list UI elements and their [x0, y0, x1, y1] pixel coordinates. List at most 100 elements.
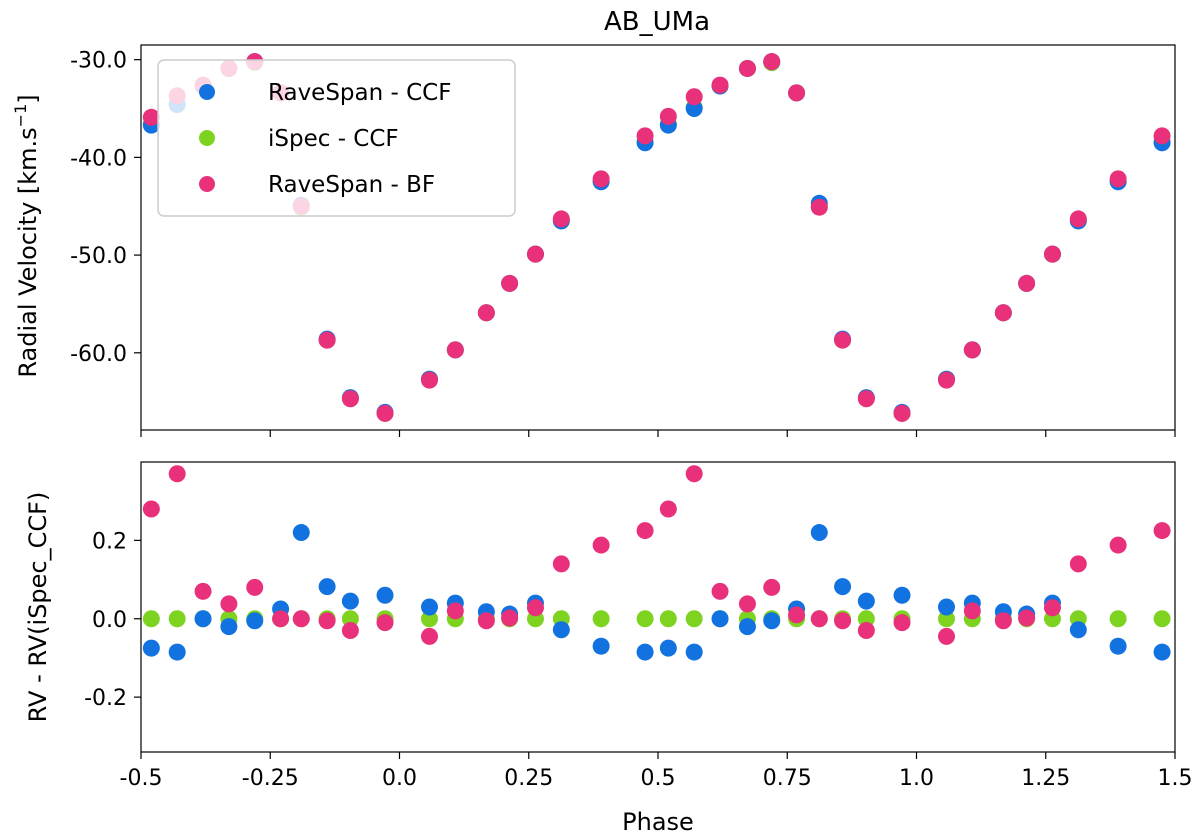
top-point-ravespan-bf	[501, 274, 519, 292]
bottom-point-ispec-ccf	[857, 610, 875, 628]
bottom-data-points	[142, 465, 1171, 661]
bottom-point-ravespan-ccf	[937, 598, 955, 616]
top-point-ravespan-bf	[552, 210, 570, 228]
top-point-ravespan-bf	[142, 108, 160, 126]
bottom-point-ispec-ccf	[1153, 610, 1171, 628]
bottom-point-ravespan-bf	[711, 582, 729, 600]
top-y-tick-label: -60.0	[70, 342, 127, 367]
bottom-point-ravespan-bf	[1069, 555, 1087, 573]
legend-frame	[157, 59, 516, 217]
bottom-point-ravespan-ccf	[810, 524, 828, 542]
bottom-point-ravespan-bf	[685, 465, 703, 483]
bottom-point-ravespan-bf	[893, 614, 911, 632]
top-point-ravespan-bf	[341, 390, 359, 408]
x-tick-label: 1.0	[899, 766, 934, 791]
bottom-point-ravespan-ccf	[552, 621, 570, 639]
x-tick-label: 1.5	[1158, 766, 1193, 791]
top-point-ravespan-bf	[738, 59, 756, 77]
bottom-point-ravespan-bf	[994, 612, 1012, 630]
top-point-ravespan-bf	[963, 341, 981, 359]
top-point-ravespan-bf	[857, 390, 875, 408]
top-point-ravespan-bf	[1153, 127, 1171, 145]
bottom-point-ravespan-ccf	[711, 610, 729, 628]
legend-label-ravespan-ccf: RaveSpan - CCF	[268, 80, 451, 106]
bottom-point-ispec-ccf	[341, 610, 359, 628]
chart-title: AB_UMa	[604, 7, 710, 37]
bottom-point-ravespan-ccf	[592, 637, 610, 655]
x-tick-label: 0.75	[763, 766, 812, 791]
bottom-point-ravespan-ccf	[142, 639, 160, 657]
bottom-point-ravespan-bf	[1043, 599, 1061, 617]
bottom-point-ravespan-bf	[834, 612, 852, 630]
top-point-ravespan-bf	[318, 331, 336, 349]
bottom-point-ravespan-bf	[592, 536, 610, 554]
bottom-point-ravespan-bf	[963, 602, 981, 620]
legend: RaveSpan - CCF iSpec - CCF RaveSpan - BF	[157, 59, 516, 217]
bottom-point-ravespan-ccf	[194, 610, 212, 628]
top-point-ravespan-bf	[636, 127, 654, 145]
bottom-point-ravespan-bf	[501, 609, 519, 627]
top-point-ravespan-bf	[659, 107, 677, 125]
top-point-ravespan-bf	[994, 304, 1012, 322]
bottom-y-tick-label: 0.2	[92, 529, 127, 554]
bottom-point-ravespan-bf	[738, 595, 756, 613]
top-y-axis-label: Radial Velocity [km.s−1]	[11, 94, 42, 377]
bottom-point-ravespan-bf	[636, 522, 654, 540]
bottom-point-ravespan-bf	[272, 610, 290, 628]
bottom-point-ravespan-ccf	[1109, 637, 1127, 655]
top-y-tick-label: -30.0	[70, 49, 127, 74]
bottom-point-ravespan-ccf	[857, 592, 875, 610]
bottom-point-ispec-ccf	[420, 610, 438, 628]
top-point-ravespan-bf	[937, 371, 955, 389]
bottom-plot-frame	[140, 461, 1176, 753]
x-tick-label: 1.25	[1021, 766, 1070, 791]
x-tick-label: 0.25	[504, 766, 553, 791]
bottom-point-ravespan-bf	[420, 627, 438, 645]
top-point-ravespan-bf	[376, 404, 394, 422]
top-point-ravespan-bf	[788, 84, 806, 102]
bottom-point-ravespan-bf	[937, 627, 955, 645]
bottom-point-ravespan-ccf	[636, 643, 654, 661]
bottom-point-ravespan-bf	[341, 622, 359, 640]
bottom-point-ravespan-bf	[659, 500, 677, 518]
bottom-point-ravespan-bf	[1109, 536, 1127, 554]
bottom-point-ravespan-bf	[446, 602, 464, 620]
top-point-ravespan-bf	[446, 341, 464, 359]
bottom-point-ravespan-ccf	[420, 598, 438, 616]
bottom-point-ravespan-bf	[194, 582, 212, 600]
bottom-axis-ticks: 0.2 0.0 -0.2 -0.5 -0.25 0.0 0.25 0.5 0.75 1.0 1.25…	[84, 529, 1192, 791]
bottom-y-tick-label: 0.0	[92, 608, 127, 633]
bottom-point-ravespan-ccf	[834, 578, 852, 596]
bottom-point-ispec-ccf	[142, 610, 160, 628]
bottom-point-ravespan-ccf	[318, 578, 336, 596]
top-point-ravespan-bf	[834, 331, 852, 349]
bottom-point-ispec-ccf	[1109, 610, 1127, 628]
bottom-point-ravespan-ccf	[763, 612, 781, 630]
top-point-ravespan-bf	[1069, 210, 1087, 228]
top-point-ravespan-bf	[763, 53, 781, 71]
bottom-point-ravespan-bf	[168, 465, 186, 483]
x-tick-label: 0.0	[382, 766, 417, 791]
legend-marker-ravespan-ccf	[199, 84, 215, 100]
bottom-panel: RV - RV(iSpec_CCF) 0.20.0-0.2-0.5 -0.25 0.…	[24, 461, 1193, 791]
bottom-point-ravespan-bf	[1018, 609, 1036, 627]
top-point-ravespan-bf	[477, 304, 495, 322]
bottom-point-ispec-ccf	[636, 610, 654, 628]
legend-marker-ispec-ccf	[199, 130, 215, 146]
x-tick-label: -0.5	[120, 766, 163, 791]
top-panel: Radial Velocity [km.s−1] -30.0 -40.0 -50.0…	[11, 44, 1176, 437]
bottom-point-ravespan-bf	[142, 500, 160, 518]
bottom-point-ravespan-ccf	[893, 586, 911, 604]
top-point-ravespan-bf	[526, 245, 544, 263]
bottom-point-ravespan-bf	[810, 610, 828, 628]
x-tick-label: 0.5	[641, 766, 676, 791]
bottom-point-ispec-ccf	[659, 610, 677, 628]
legend-label-ispec-ccf: iSpec - CCF	[268, 126, 399, 152]
bottom-y-axis-label: RV - RV(iSpec_CCF)	[24, 492, 52, 723]
top-point-ravespan-bf	[1043, 245, 1061, 263]
bottom-point-ravespan-bf	[376, 614, 394, 632]
top-axis-ticks: -30.0 -40.0 -50.0 -60.0	[70, 49, 1176, 437]
x-axis-label: Phase	[622, 808, 694, 836]
top-point-ravespan-bf	[893, 404, 911, 422]
